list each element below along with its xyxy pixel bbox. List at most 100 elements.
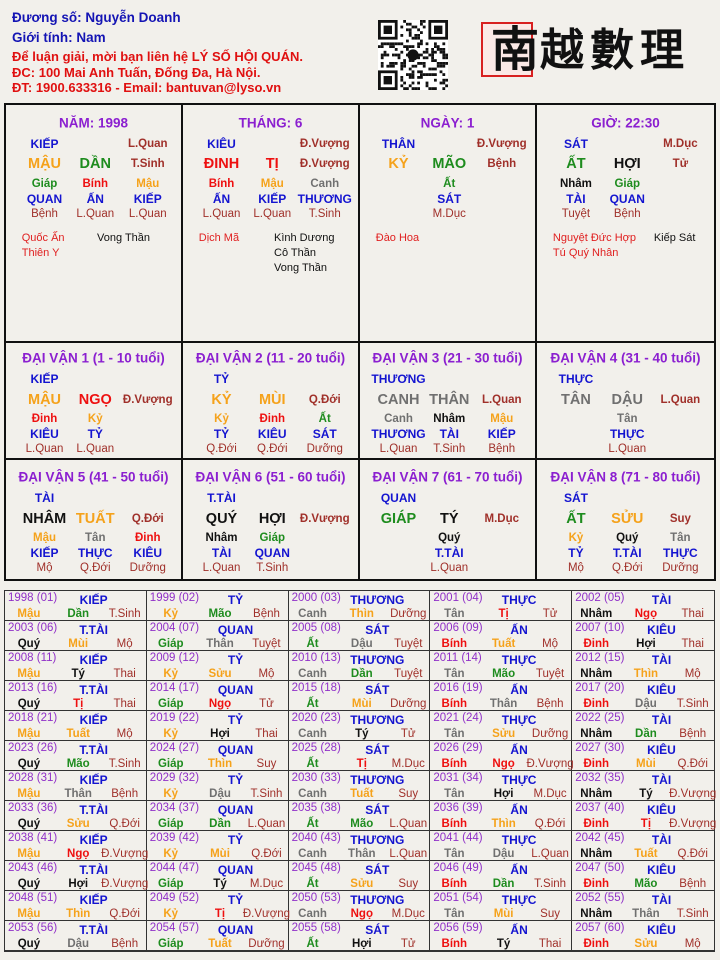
year-cell[interactable]: 2044 (47) QUAN Giáp Tý M.Dục [146,861,289,891]
year-cell[interactable]: 2041 (44) THỰC Tân Dậu L.Quan [430,831,573,861]
good-star: Đào Hoa [375,232,420,244]
year-cell[interactable]: 2020 (23) THƯƠNG Canh Tý Tử [288,711,431,741]
year-cell[interactable]: 2043 (46) T.TÀI Quý Hợi Đ.Vượng [5,861,148,891]
year-cell[interactable]: 2038 (41) KIẾP Mậu Ngọ Đ.Vượng [5,831,148,861]
heavenly-stem: ẤT [566,511,586,527]
year-branch: Thân [632,908,660,920]
year-cell[interactable]: 2053 (56) T.TÀI Quý Dậu Bệnh [5,921,147,951]
year-cell[interactable]: 2057 (60) KIÊU Đinh Sửu Mộ [572,921,714,951]
year-cell[interactable]: 2022 (25) TÀI Nhâm Dần Bệnh [572,711,714,741]
year-cell[interactable]: 2005 (08) SÁT Ất Dậu Tuyệt [288,621,431,651]
year-cell[interactable]: 2039 (42) TỶ Kỷ Mùi Q.Đới [146,831,289,861]
year-cell[interactable]: 2030 (33) THƯƠNG Canh Tuất Suy [288,771,431,801]
year-state: Thai [113,698,136,710]
year-cell[interactable]: 2029 (32) TỶ Kỷ Dậu T.Sinh [146,771,289,801]
year-age: 2026 (29) [433,742,483,754]
hidden-state: Mộ [36,562,53,574]
year-cell[interactable]: 2028 (31) KIẾP Mậu Thân Bệnh [5,771,147,801]
year-cell[interactable]: 2000 (03) THƯƠNG Canh Thìn Dưỡng [288,591,431,621]
year-cell[interactable]: 2002 (05) TÀI Nhâm Ngọ Thai [572,591,714,621]
year-cell[interactable]: 2034 (37) QUAN Giáp Dần L.Quan [146,801,289,831]
year-cell[interactable]: 2049 (52) TỶ Kỷ Tị Đ.Vượng [146,891,290,921]
year-branch: Tuất [491,638,516,650]
year-cell[interactable]: 2011 (14) THỰC Tân Mão Tuyệt [430,651,573,681]
year-cell[interactable]: 2007 (10) KIÊU Đinh Hợi Thai [572,621,714,651]
year-cell[interactable]: 2025 (28) SÁT Ất Tị M.Dục [288,741,431,771]
owner-name: Đương số: Nguyễn Doanh [12,10,181,25]
year-branch: Mão [350,818,374,830]
year-cell[interactable]: 2042 (45) TÀI Nhâm Tuất Q.Đới [572,831,714,861]
year-cell[interactable]: 2056 (59) ẤN Bính Tý Thai [430,921,573,951]
year-cell[interactable]: 2040 (43) THƯƠNG Canh Thân L.Quan [288,831,431,861]
hidden-state: Q.Đới [611,562,643,574]
year-ten-god: KIẾP [79,833,108,847]
year-cell[interactable]: 2021 (24) THỰC Tân Sửu Dưỡng [430,711,573,741]
year-age: 2007 (10) [575,622,625,634]
year-cell[interactable]: 2031 (34) THỰC Tân Hợi M.Dục [430,771,573,801]
year-cell[interactable]: 2055 (58) SÁT Ất Hợi Tử [288,921,431,951]
year-ten-god: THƯƠNG [350,653,405,667]
year-cell[interactable]: 2054 (57) QUAN Giáp Tuất Dưỡng [146,921,289,951]
hidden-state: Q.Đới [79,562,111,574]
year-cell[interactable]: 2015 (18) SÁT Ất Mùi Dưỡng [288,681,431,711]
year-state: T.Sinh [676,908,709,920]
earthly-branch: DẬU [611,392,643,408]
year-cell[interactable]: 2013 (16) T.TÀI Quý Tị Thai [5,681,147,711]
year-cell[interactable]: 2004 (07) QUAN Giáp Thân Tuyệt [146,621,289,651]
year-cell[interactable]: 1998 (01) KIẾP Mậu Dần T.Sinh [5,591,147,621]
year-cell[interactable]: 2018 (21) KIẾP Mậu Tuất Mộ [5,711,147,741]
year-cell[interactable]: 2036 (39) ẤN Bính Thìn Q.Đới [430,801,573,831]
dai-van-5: ĐẠI VẬN 5 (41 - 50 tuổi) TÀI NHÂM TUẤT Q.Đới… [6,460,183,579]
year-branch: Thân [348,848,376,860]
year-cell[interactable]: 2050 (53) THƯƠNG Canh Ngọ M.Dục [288,891,431,921]
hidden-state: Bệnh [31,208,58,220]
year-cell[interactable]: 2048 (51) KIẾP Mậu Thìn Q.Đới [5,891,147,921]
hidden-stem: Kỷ [568,532,584,544]
year-cell[interactable]: 2033 (36) T.TÀI Quý Sửu Q.Đới [5,801,147,831]
year-stem: Kỷ [163,608,179,620]
year-cell[interactable]: 2027 (30) KIÊU Đinh Mùi Q.Đới [572,741,714,771]
hidden-stem: Bính [82,178,109,190]
year-cell[interactable]: 2037 (40) KIÊU Đinh Tị Đ.Vượng [572,801,716,831]
year-cell[interactable]: 2047 (50) KIÊU Đinh Mão Bệnh [572,861,714,891]
year-age: 1998 (01) [8,592,58,604]
year-cell[interactable]: 2046 (49) ẤN Bính Dần T.Sinh [430,861,573,891]
year-cell[interactable]: 2052 (55) TÀI Nhâm Thân T.Sinh [572,891,714,921]
year-cell[interactable]: 2023 (26) T.TÀI Quý Mão T.Sinh [5,741,147,771]
pillar-hour: GIỜ: 22:30 SÁT M.Dục ẤT HỢI Tử Nhâm TÀI Tuyệt Giá… [537,105,714,341]
year-age: 2018 (21) [8,712,58,724]
year-age: 2024 (27) [149,742,200,754]
god-state: M.Dục [663,138,698,150]
year-cell[interactable]: 2006 (09) ẤN Bính Tuất Mộ [430,621,573,651]
year-cell[interactable]: 2003 (06) T.TÀI Quý Mùi Mộ [5,621,147,651]
heavenly-stem: KỶ [388,156,409,172]
year-stem: Bính [441,758,468,770]
year-cell[interactable]: 2035 (38) SÁT Ất Mão L.Quan [288,801,431,831]
year-cell[interactable]: 2012 (15) TÀI Nhâm Thìn Mộ [572,651,714,681]
year-cell[interactable]: 1999 (02) TỶ Kỷ Mão Bệnh [146,591,289,621]
year-state: Tử [400,938,416,950]
year-cell[interactable]: 2010 (13) THƯƠNG Canh Dần Tuyệt [288,651,431,681]
year-stem: Ất [306,878,319,890]
year-cell[interactable]: 2008 (11) KIẾP Mậu Tý Thai [5,651,147,681]
year-cell[interactable]: 2009 (12) TỶ Kỷ Sửu Mộ [146,651,289,681]
year-cell[interactable]: 2014 (17) QUAN Giáp Ngọ Tử [146,681,289,711]
year-cell[interactable]: 2024 (27) QUAN Giáp Thìn Suy [146,741,289,771]
ten-god-label: KIẾP [30,372,59,386]
year-cell[interactable]: 2045 (48) SÁT Ất Sửu Suy [288,861,431,891]
year-cell[interactable]: 2026 (29) ẤN Bính Ngọ Đ.Vượng [430,741,574,771]
year-cell[interactable]: 2019 (22) TỶ Kỷ Hợi Thai [146,711,289,741]
year-state: Tử [259,698,274,710]
hidden-state: L.Quan [202,562,241,574]
logo-seal-char: 南 [491,22,540,78]
year-stem: Ất [306,818,319,830]
year-cell[interactable]: 2032 (35) TÀI Nhâm Tý Đ.Vượng [572,771,716,801]
year-cell[interactable]: 2051 (54) THỰC Tân Mùi Suy [430,891,573,921]
year-state: Thai [681,608,704,620]
year-cell[interactable]: 2017 (20) KIÊU Đinh Dậu T.Sinh [572,681,714,711]
year-branch: Mùi [636,758,656,770]
year-cell[interactable]: 2016 (19) ẤN Bính Thân Bệnh [430,681,573,711]
year-state: Bệnh [536,698,564,710]
year-cell[interactable]: 2001 (04) THỰC Tân Tị Tử [430,591,573,621]
dai-van-4: ĐẠI VẬN 4 (31 - 40 tuổi) THỰC TÂN DẬU L.Quan… [537,341,714,460]
